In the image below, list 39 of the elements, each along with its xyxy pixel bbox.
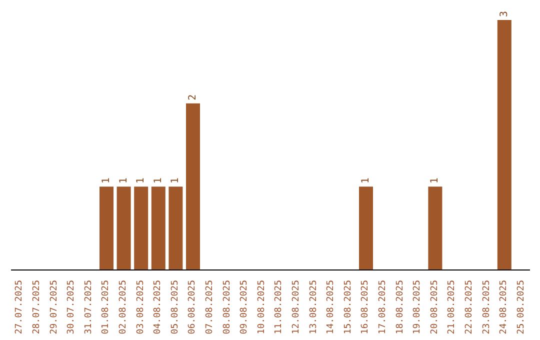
x-tick-label: 04.08.2025 (153, 280, 164, 334)
x-tick-label: 22.08.2025 (464, 280, 474, 334)
x-tick-label: 19.08.2025 (412, 280, 423, 334)
x-tick-label: 29.07.2025 (49, 280, 60, 334)
x-tick-label: 13.08.2025 (308, 280, 319, 334)
x-tick-label: 23.08.2025 (482, 280, 492, 334)
x-tick-label: 05.08.2025 (170, 280, 180, 334)
x-tick-label: 11.08.2025 (274, 280, 284, 334)
x-tick-label: 12.08.2025 (291, 280, 302, 334)
data-label: 1 (170, 178, 182, 184)
data-label: 1 (360, 178, 372, 184)
x-tick-label: 09.08.2025 (240, 280, 250, 334)
data-label: 1 (152, 178, 164, 184)
x-tick-label: 20.08.2025 (430, 280, 440, 334)
x-tick-label: 07.08.2025 (204, 280, 215, 334)
x-tick-label: 08.08.2025 (222, 280, 232, 334)
x-tick-label: 03.08.2025 (136, 280, 146, 334)
data-label: 1 (430, 178, 441, 184)
x-tick-label: 14.08.2025 (326, 280, 336, 334)
x-tick-label: 28.07.2025 (32, 280, 42, 334)
x-tick-label: 18.08.2025 (395, 280, 406, 334)
x-tick-label: 02.08.2025 (118, 280, 128, 334)
x-tick-label: 17.08.2025 (378, 280, 388, 334)
x-tick-label: 01.08.2025 (101, 280, 112, 334)
x-tick-label: 24.08.2025 (499, 280, 510, 334)
data-label: 1 (136, 178, 147, 184)
data-label: 1 (101, 178, 112, 184)
data-label: 2 (188, 94, 198, 100)
x-tick-label: 27.07.2025 (14, 280, 25, 334)
x-tick-label: 31.07.2025 (84, 280, 94, 334)
x-tick-label: 30.07.2025 (66, 280, 77, 334)
x-tick-label: 06.08.2025 (188, 280, 198, 334)
x-tick-label: 10.08.2025 (256, 280, 267, 334)
x-tick-label: 16.08.2025 (360, 280, 371, 334)
x-tick-label: 25.08.2025 (516, 280, 526, 334)
data-label: 1 (118, 178, 130, 184)
x-tick-label: 15.08.2025 (343, 280, 354, 334)
data-label: 3 (498, 10, 510, 17)
x-tick-label: 21.08.2025 (447, 280, 458, 334)
